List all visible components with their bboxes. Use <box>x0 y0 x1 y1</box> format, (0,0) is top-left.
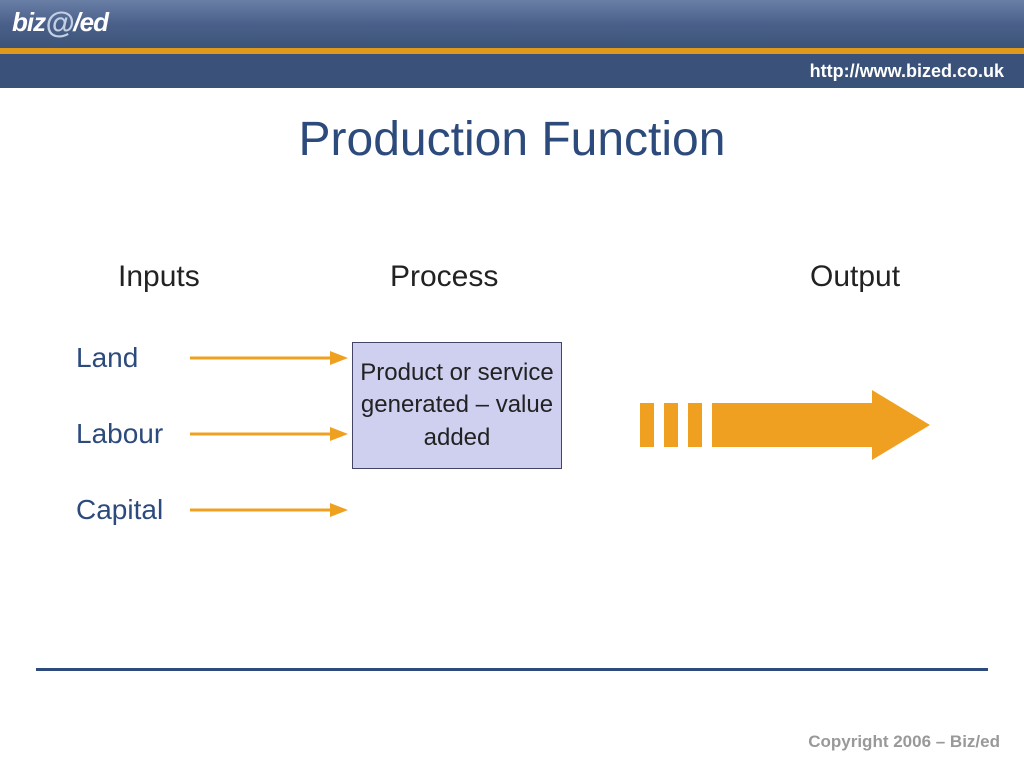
logo: biz@/ed <box>12 7 108 41</box>
logo-right: ed <box>80 7 108 37</box>
input-item-capital: Capital <box>76 494 163 526</box>
copyright-text: Copyright 2006 – Biz/ed <box>808 732 1000 752</box>
column-head-inputs: Inputs <box>118 260 200 294</box>
arrow-labour <box>190 424 350 444</box>
process-box: Product or service generated – value add… <box>352 342 562 469</box>
column-head-output: Output <box>810 260 900 294</box>
logo-left: biz <box>12 7 45 37</box>
input-item-land: Land <box>76 342 138 374</box>
header-bar: biz@/ed <box>0 0 1024 48</box>
url-bar: http://www.bized.co.uk <box>0 54 1024 88</box>
input-item-labour: Labour <box>76 418 163 450</box>
page-title: Production Function <box>0 112 1024 167</box>
logo-at-icon: @ <box>45 7 73 40</box>
footer-divider <box>36 668 988 671</box>
process-box-text: Product or service generated – value add… <box>360 359 553 451</box>
url-text: http://www.bized.co.uk <box>810 61 1004 81</box>
arrow-land <box>190 348 350 368</box>
output-arrow-icon <box>640 390 940 460</box>
arrow-capital <box>190 500 350 520</box>
column-head-process: Process <box>390 260 498 294</box>
